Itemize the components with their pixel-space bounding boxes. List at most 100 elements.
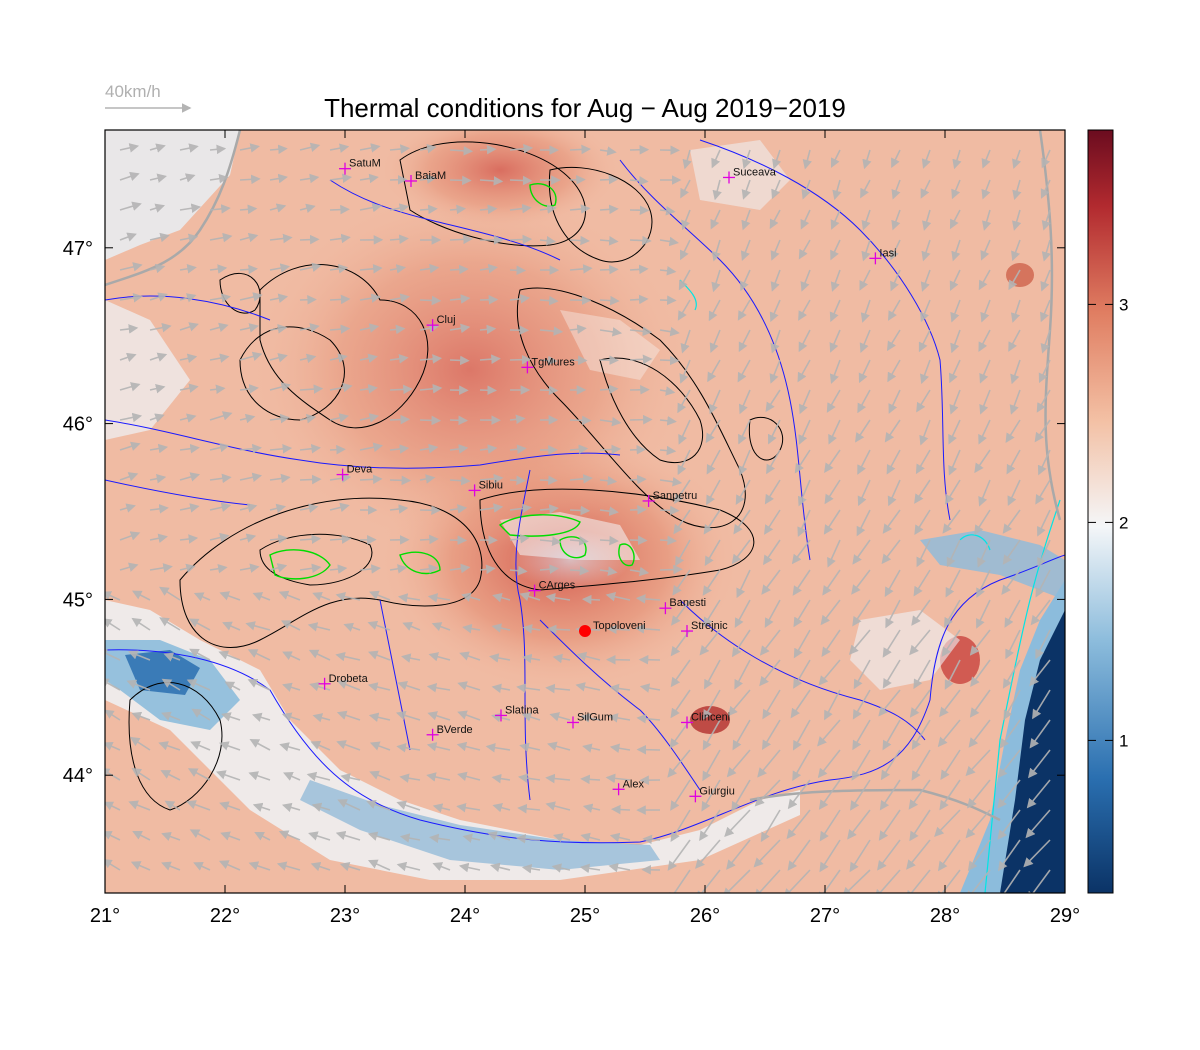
wind-arrow [608, 713, 631, 723]
wind-arrow [702, 569, 721, 596]
wind-arrow [1026, 779, 1051, 809]
wind-arrow [629, 414, 653, 425]
wind-arrow [679, 359, 691, 384]
wind-arrow [119, 262, 143, 272]
wind-arrow [209, 264, 228, 274]
x-tick-label: 26° [690, 905, 720, 927]
wind-arrow [359, 293, 381, 303]
highlight-station-marker [579, 625, 591, 638]
river-jiu [379, 599, 411, 751]
wind-arrow [280, 620, 301, 631]
wind-arrow [607, 624, 631, 635]
wind-arrow [389, 384, 413, 395]
wind-arrow [299, 203, 316, 213]
wind-arrow [882, 629, 901, 658]
wind-arrow [682, 149, 692, 170]
wind-arrow [518, 773, 541, 783]
wind-arrow [479, 324, 497, 335]
wind-arrow [105, 591, 121, 601]
wind-arrow [179, 503, 200, 513]
wind-arrow [209, 563, 228, 574]
wind-arrow [159, 586, 181, 601]
wind-arrow [862, 149, 872, 170]
wind-arrow [299, 142, 321, 152]
wind-arrow [742, 149, 752, 170]
wind-arrow [998, 869, 1021, 893]
wind-arrow [732, 719, 751, 751]
wind-arrow [761, 719, 781, 751]
wind-arrow [667, 839, 691, 871]
wind-arrow [462, 623, 481, 634]
wind-arrow [580, 832, 601, 843]
wind-arrow [419, 415, 442, 426]
wind-arrow [790, 689, 811, 719]
wind-arrow [395, 710, 421, 721]
wind-arrow [491, 683, 511, 694]
wind-arrow [187, 768, 211, 781]
wind-arrow [310, 862, 331, 872]
wind-arrow [239, 143, 260, 153]
wind-arrow [724, 809, 751, 838]
wind-arrow [659, 386, 676, 396]
wind-arrow [269, 173, 288, 184]
wind-arrow [269, 353, 288, 363]
colorbar-tick-label: 2 [1119, 513, 1128, 532]
wind-arrow [979, 389, 991, 415]
wind-arrow [149, 443, 169, 454]
wind-arrow [579, 863, 601, 874]
wind-arrow [677, 389, 691, 414]
warm-region-transylvania [250, 190, 690, 550]
station-clinceni: Clinceni [681, 711, 730, 729]
wind-arrow [629, 535, 648, 546]
wind-arrow [359, 474, 383, 485]
wind-arrow [772, 149, 782, 170]
wind-arrow [389, 293, 410, 303]
wind-arrow [801, 179, 811, 200]
wind-arrow [419, 295, 442, 306]
wind-arrow [913, 659, 931, 690]
wind-arrow [699, 809, 721, 842]
wind-arrow [269, 293, 289, 303]
wind-arrow [309, 682, 331, 692]
wind-arrow [797, 509, 811, 537]
wind-arrow [299, 503, 319, 513]
wind-arrow [599, 444, 622, 455]
wind-reference-label: 40km/h [105, 82, 161, 101]
wind-arrow [978, 269, 991, 291]
wind-arrow [830, 209, 841, 230]
wind-arrow [841, 869, 871, 893]
axis-ticks: 21° 22° 23° 24° 25° 26° 27° 28° 29° 44° 45° 46° 47° [63, 130, 1080, 927]
x-tick-label: 22° [210, 905, 240, 927]
wind-arrow [492, 803, 511, 813]
wind-arrow [922, 209, 932, 231]
wind-arrow [1012, 149, 1022, 170]
wind-arrow [329, 143, 350, 153]
wind-arrow [599, 416, 622, 427]
wind-arrow [310, 740, 331, 751]
wind-arrow [329, 324, 351, 334]
wind-arrow [599, 566, 618, 576]
contour-rodna [548, 166, 653, 263]
wind-arrow [336, 710, 361, 721]
wind-arrow [449, 504, 468, 514]
wind-arrow [905, 869, 931, 893]
station-label: Alex [623, 778, 645, 790]
wind-arrow [128, 800, 151, 811]
wind-arrow [1035, 479, 1051, 505]
wind-arrow [119, 531, 141, 541]
wind-arrow [680, 239, 691, 261]
wind-arrow [1036, 389, 1051, 413]
wind-arrow [427, 593, 451, 603]
station-carges: CArges [528, 580, 576, 597]
wind-arrow [209, 502, 232, 512]
wind-arrow [741, 179, 751, 200]
wind-arrow [248, 771, 271, 781]
black-sea-coast [984, 499, 1061, 893]
wind-arrow [449, 146, 474, 156]
wind-arrow [787, 779, 811, 810]
wind-arrow [726, 839, 751, 870]
wind-arrow [934, 809, 961, 837]
wind-arrow [856, 509, 871, 537]
wind-arrow [389, 203, 410, 213]
